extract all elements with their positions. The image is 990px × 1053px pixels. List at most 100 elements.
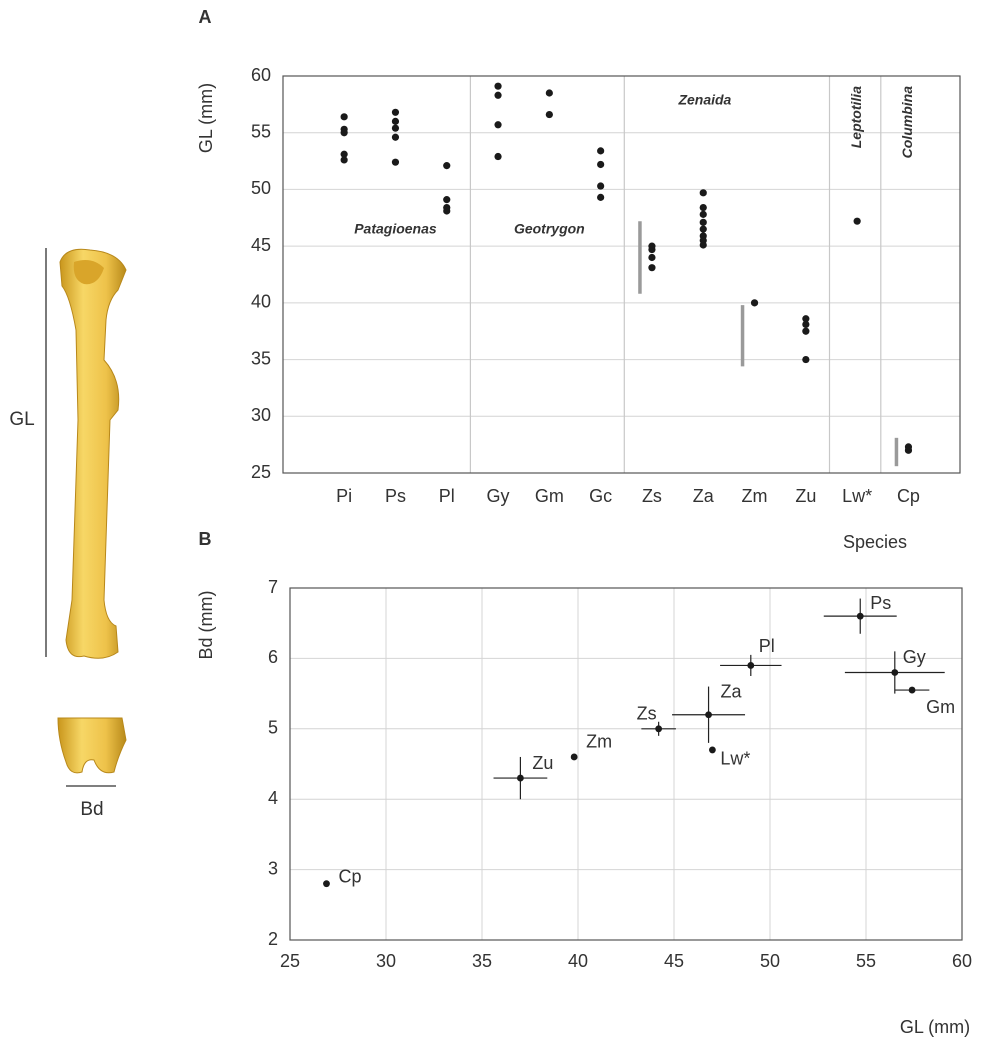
y-tick-label: 40 — [251, 292, 271, 312]
x-tick-label: 25 — [280, 951, 300, 971]
data-point — [443, 196, 451, 204]
data-point — [340, 129, 348, 137]
x-tick-label: 30 — [376, 951, 396, 971]
data-point — [391, 158, 400, 166]
genus-label: Leptotilia — [848, 86, 864, 148]
x-tick-label: Za — [693, 486, 715, 506]
bone-illustration: GL Bd — [9, 248, 127, 820]
data-point — [699, 225, 707, 233]
data-point — [699, 210, 707, 218]
data-point — [340, 113, 348, 121]
data-point — [891, 669, 899, 676]
y-tick-label: 35 — [251, 348, 271, 368]
point-label: Zm — [586, 732, 612, 752]
x-tick-label: Ps — [385, 486, 406, 506]
plot-frame — [282, 75, 961, 474]
x-axis-title: GL (mm) — [900, 1017, 970, 1037]
data-point — [648, 264, 656, 272]
point-label: Gm — [926, 697, 955, 717]
data-point — [597, 182, 605, 190]
data-point — [709, 746, 716, 754]
data-point — [747, 662, 755, 669]
point-label: Zu — [532, 753, 553, 773]
y-tick-label: 55 — [251, 121, 271, 141]
data-point — [391, 117, 400, 125]
x-tick-label: Gm — [535, 486, 564, 506]
y-tick-label: 3 — [268, 858, 278, 878]
data-point — [340, 156, 348, 164]
data-point — [570, 753, 578, 761]
data-point — [802, 327, 810, 335]
x-tick-label: Pi — [336, 486, 352, 506]
width-label: Bd — [80, 799, 103, 820]
data-point — [856, 612, 864, 620]
data-point — [391, 124, 400, 132]
y-tick-label: 45 — [251, 235, 271, 255]
data-point — [597, 147, 605, 155]
data-point — [494, 121, 502, 129]
data-point — [699, 203, 707, 212]
point-label: Ps — [870, 593, 891, 613]
y-tick-label: 6 — [268, 647, 278, 667]
y-tick-label: 4 — [268, 788, 278, 808]
y-axis-title: Bd (mm) — [196, 591, 216, 660]
x-tick-label: Zs — [642, 486, 662, 506]
data-point — [802, 355, 810, 364]
data-point — [597, 160, 605, 169]
data-point — [597, 193, 605, 201]
x-tick-label: 60 — [952, 951, 972, 971]
data-point — [908, 686, 916, 694]
x-tick-label: Gy — [487, 486, 510, 506]
genus-label: Columbina — [899, 86, 915, 159]
data-point — [517, 774, 524, 782]
y-axis-title: GL (mm) — [196, 83, 216, 153]
data-point — [802, 315, 810, 323]
data-point — [443, 207, 451, 215]
y-tick-label: 5 — [268, 718, 278, 738]
point-label: Zs — [637, 704, 657, 724]
point-label: Gy — [903, 647, 926, 667]
data-point — [443, 162, 451, 170]
data-point — [648, 245, 656, 254]
data-point — [705, 711, 712, 719]
data-point — [494, 152, 502, 161]
y-tick-label: 25 — [251, 462, 271, 482]
x-tick-label: Gc — [589, 486, 612, 506]
x-tick-label: 40 — [568, 951, 588, 971]
x-tick-label: 35 — [472, 951, 492, 971]
data-point — [323, 880, 330, 888]
data-point — [699, 241, 707, 249]
x-tick-label: Pl — [439, 486, 455, 506]
x-tick-label: Cp — [897, 486, 920, 506]
point-label: Cp — [338, 866, 361, 886]
x-tick-label: 55 — [856, 951, 876, 971]
data-point — [391, 108, 400, 116]
data-point — [655, 725, 663, 733]
panel-label: B — [199, 529, 212, 549]
genus-label: Zenaida — [677, 92, 731, 108]
data-point — [494, 91, 502, 99]
data-point — [494, 82, 502, 90]
point-label: Za — [721, 681, 743, 701]
data-point — [802, 320, 810, 329]
x-tick-label: 50 — [760, 951, 780, 971]
y-tick-label: 50 — [251, 178, 271, 198]
y-tick-label: 60 — [251, 65, 271, 85]
x-tick-label: Zu — [795, 486, 816, 506]
data-point — [391, 133, 400, 141]
data-point — [545, 110, 553, 119]
length-label: GL — [9, 409, 34, 430]
y-tick-label: 2 — [268, 929, 278, 949]
point-label: Lw* — [720, 749, 750, 769]
point-label: Pl — [759, 636, 775, 656]
y-tick-label: 30 — [251, 405, 271, 425]
data-point — [699, 189, 707, 197]
data-point — [853, 217, 861, 225]
data-point — [904, 446, 913, 454]
data-point — [699, 218, 707, 226]
x-tick-label: Zm — [742, 486, 768, 506]
x-tick-label: 45 — [664, 951, 684, 971]
y-tick-label: 7 — [268, 577, 278, 597]
x-axis-title: Species — [843, 532, 907, 552]
